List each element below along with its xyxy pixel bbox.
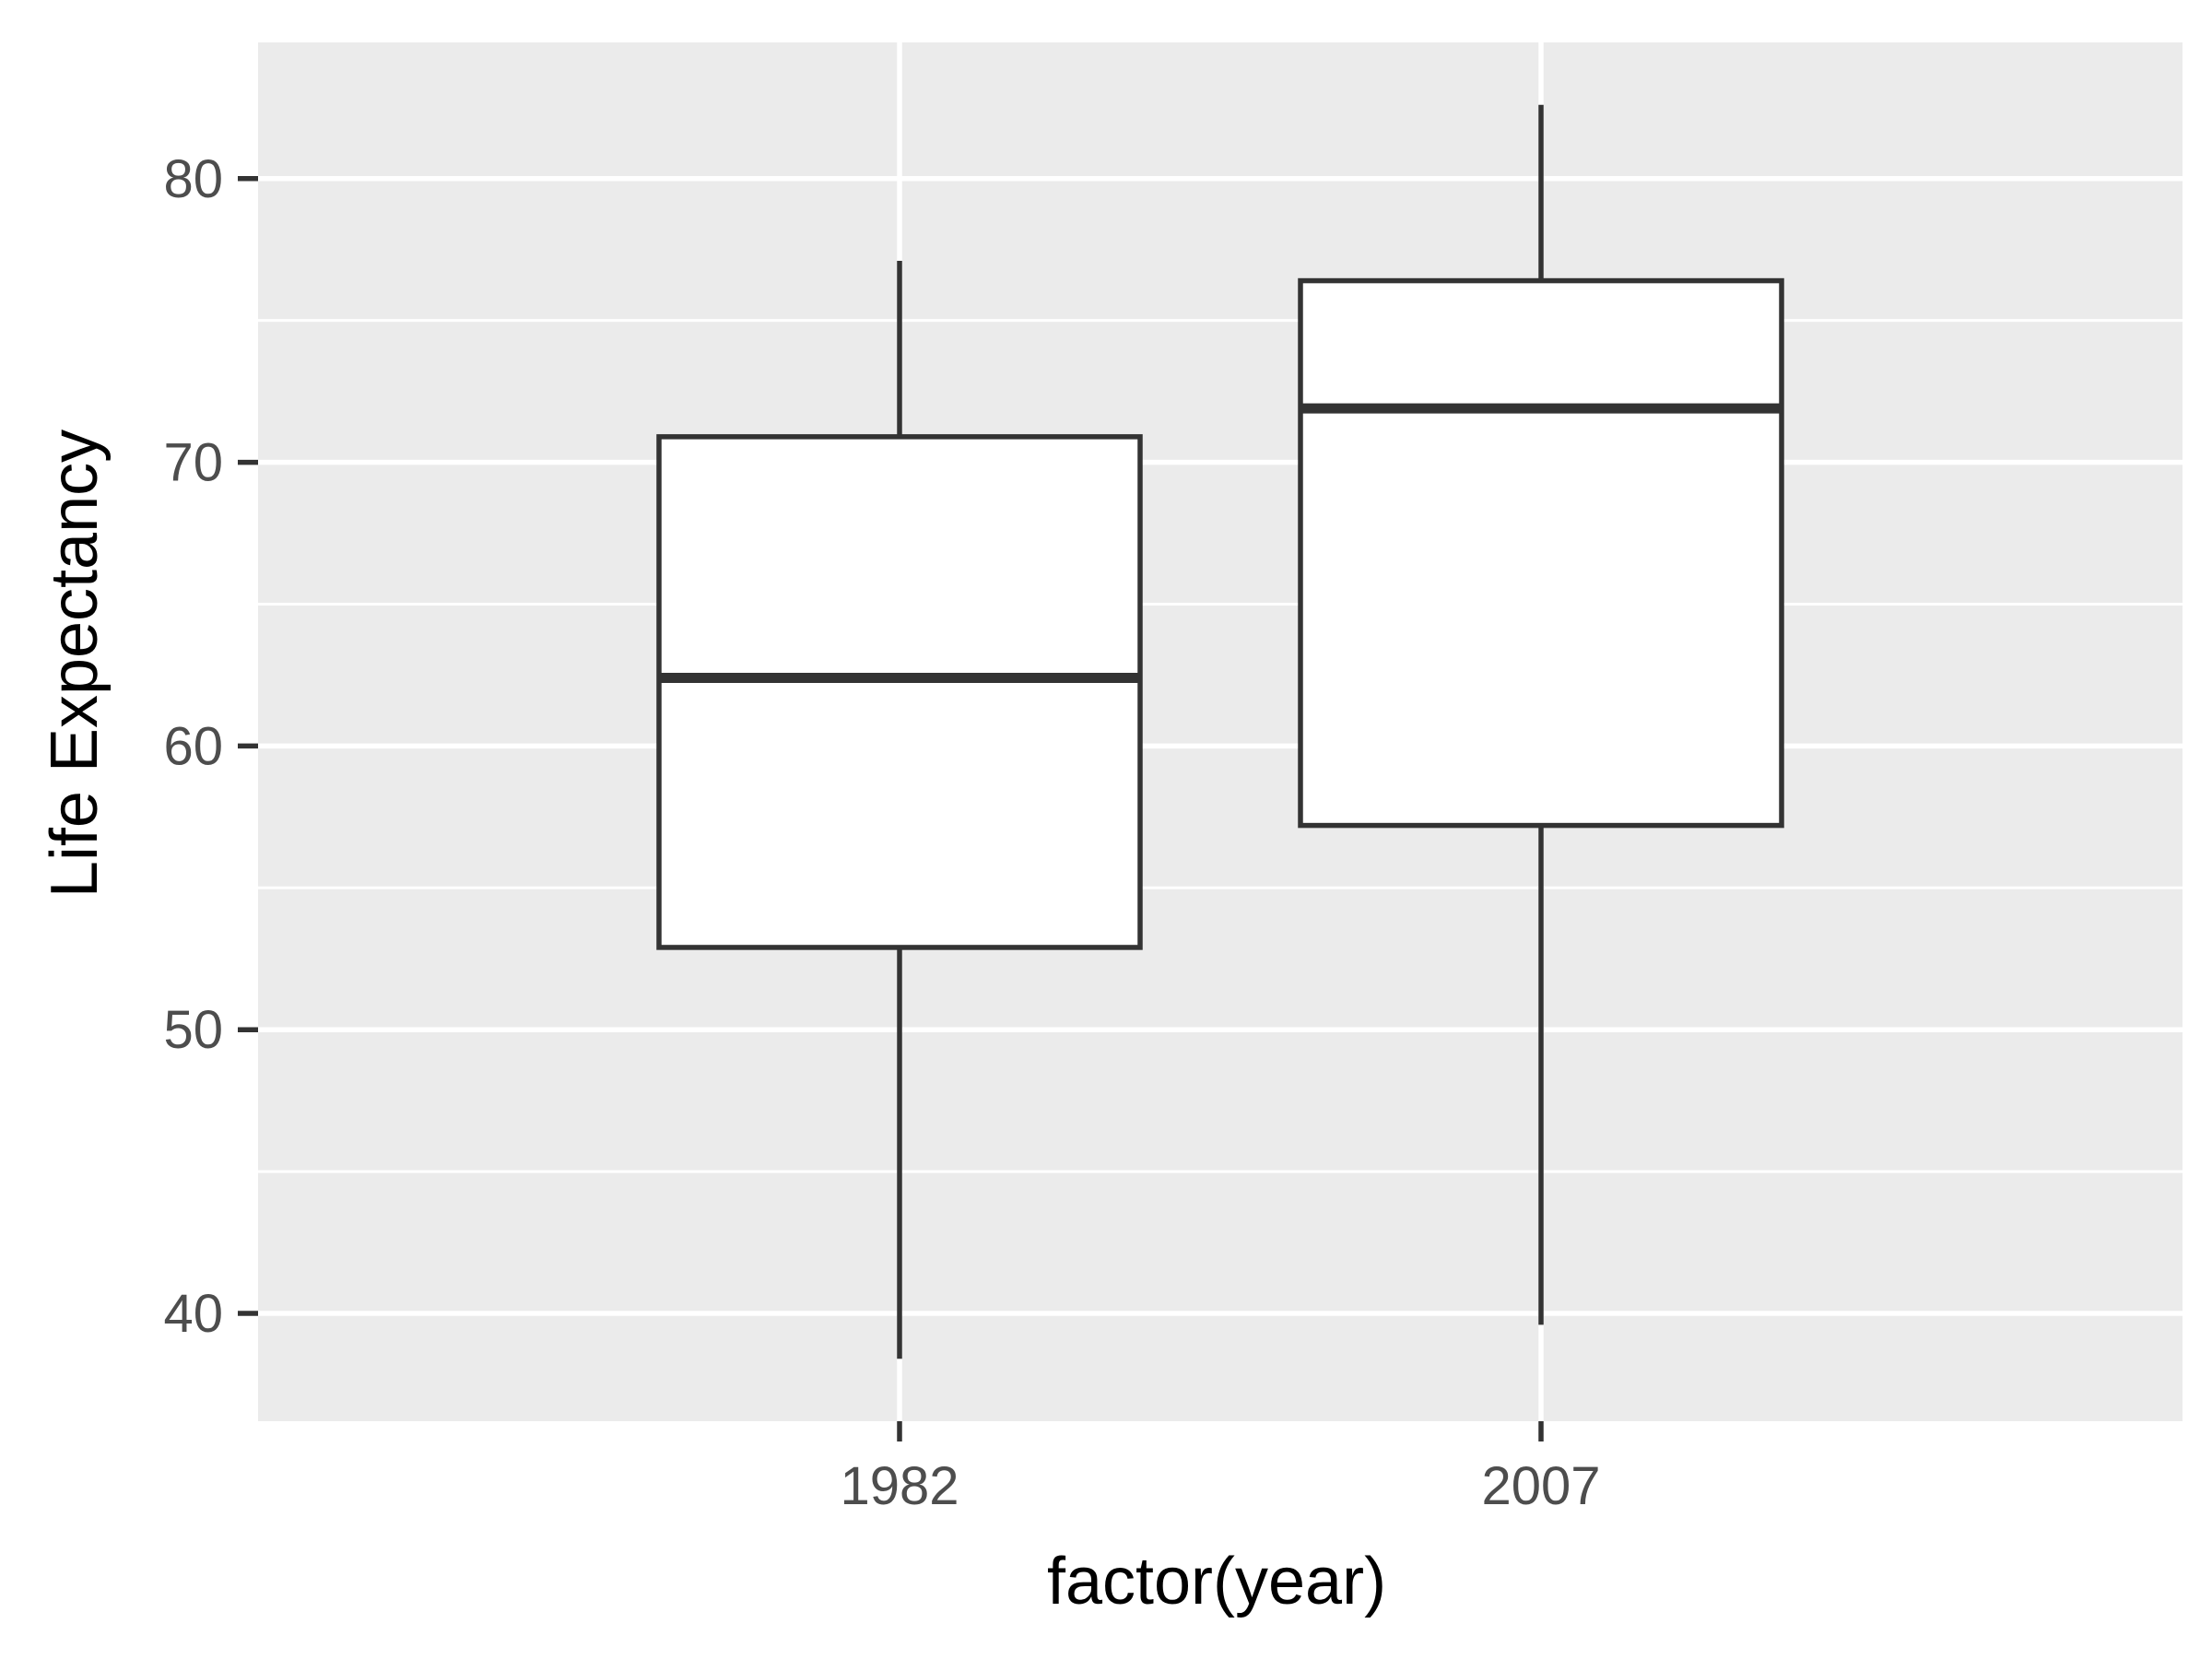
x-tick-label: 2007	[1481, 1456, 1600, 1516]
y-axis-title: Life Expectancy	[38, 429, 112, 898]
y-axis: 40 50 60 70 80	[163, 149, 258, 1344]
y-tick-label: 40	[163, 1284, 223, 1344]
box-2007	[1298, 104, 1784, 1325]
x-axis: 1982 2007	[840, 1421, 1601, 1516]
x-tick-label: 1982	[840, 1456, 959, 1516]
y-tick-label: 80	[163, 149, 223, 209]
x-axis-title: factor(year)	[1047, 1545, 1386, 1618]
plot-panel	[258, 42, 2183, 1421]
box-1982	[656, 261, 1143, 1359]
y-tick-label: 70	[163, 433, 223, 493]
panel-background	[258, 42, 2183, 1421]
box-iqr	[1298, 277, 1784, 829]
boxplot-layer	[656, 104, 1784, 1359]
y-tick-label: 50	[163, 1000, 223, 1060]
y-tick-label: 60	[163, 716, 223, 776]
box-iqr	[656, 434, 1143, 950]
